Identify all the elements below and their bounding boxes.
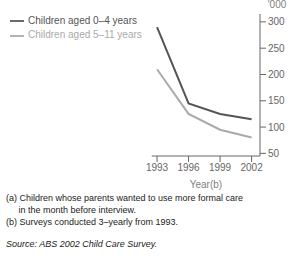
svg-text:1999: 1999 xyxy=(209,162,232,173)
svg-text:2002: 2002 xyxy=(240,162,263,173)
html-text:Source: ABS 2002 Child Care Su: Source: ABS 2002 Child Care Survey. xyxy=(6,239,158,249)
svg-text:1993: 1993 xyxy=(146,162,169,173)
svg-text:1996: 1996 xyxy=(177,162,200,173)
svg-text:300: 300 xyxy=(268,16,285,27)
html-text:in the month before interview.: in the month before interview. xyxy=(6,205,137,215)
svg-text:250: 250 xyxy=(268,43,285,54)
svg-text:50: 50 xyxy=(268,148,280,159)
svg-text:200: 200 xyxy=(268,69,285,80)
html-text:(a) Children whose parents wan: (a) Children whose parents wanted to use… xyxy=(6,193,244,203)
svg-text:Year(b): Year(b) xyxy=(190,179,222,190)
html-text:Children aged 0–4 years: Children aged 0–4 years xyxy=(28,15,137,26)
svg-text:150: 150 xyxy=(268,95,285,106)
svg-text:'000: '000 xyxy=(268,0,287,10)
svg-text:100: 100 xyxy=(268,122,285,133)
html-text:(b) Surveys conducted 3–yearly: (b) Surveys conducted 3–yearly from 1993… xyxy=(6,217,179,227)
html-text:Children aged 5–11 years: Children aged 5–11 years xyxy=(28,29,142,41)
